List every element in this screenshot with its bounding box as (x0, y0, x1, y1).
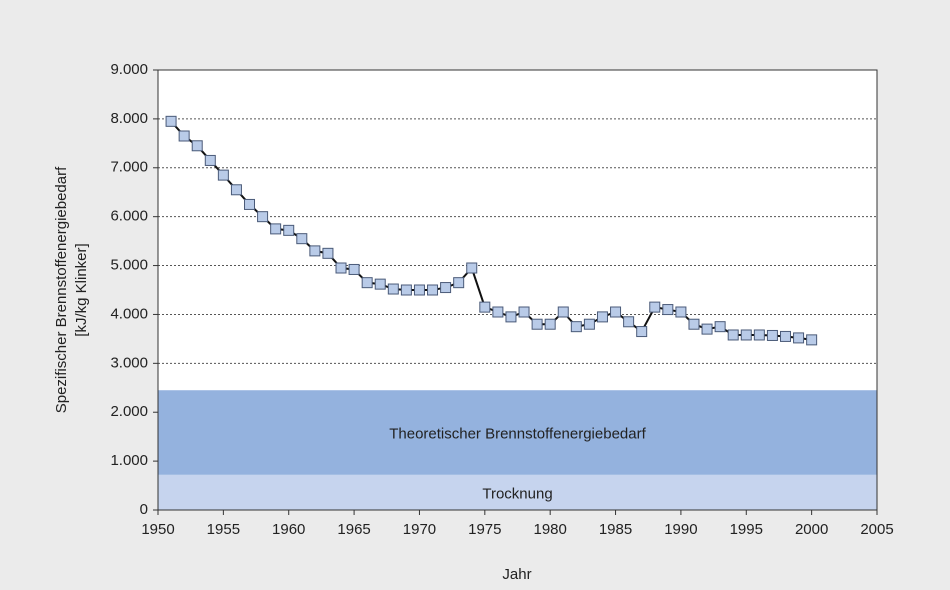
marker (322, 247, 334, 259)
plot-border (157, 69, 878, 511)
marker (348, 263, 360, 275)
marker (296, 233, 308, 245)
marker (191, 140, 203, 152)
y-tick-label: 9.000 (110, 61, 148, 78)
marker (806, 334, 818, 346)
y-tick-label: 5.000 (110, 257, 148, 274)
y-tick-label: 7.000 (110, 159, 148, 176)
marker (623, 316, 635, 328)
marker (387, 283, 399, 295)
marker (178, 130, 190, 142)
marker (688, 318, 700, 330)
marker (466, 262, 478, 274)
marker (544, 318, 556, 330)
marker (361, 277, 373, 289)
x-axis-label: Jahr (502, 566, 531, 583)
marker (335, 262, 347, 274)
marker (479, 301, 491, 313)
marker (766, 329, 778, 341)
marker (505, 311, 517, 323)
marker (675, 306, 687, 318)
marker (649, 301, 661, 313)
x-tick-label: 2000 (795, 521, 828, 538)
marker (230, 184, 242, 196)
band (158, 474, 877, 510)
marker (427, 284, 439, 296)
marker (701, 323, 713, 335)
x-tick-label: 1965 (337, 521, 370, 538)
y-axis-label: [kJ/kg Klinker] (73, 243, 90, 336)
x-tick-label: 1970 (403, 521, 436, 538)
marker (518, 306, 530, 318)
marker (204, 154, 216, 166)
marker (610, 306, 622, 318)
marker (753, 329, 765, 341)
marker (636, 326, 648, 338)
y-tick-label: 3.000 (110, 354, 148, 371)
y-tick-label: 1.000 (110, 452, 148, 469)
marker (413, 284, 425, 296)
marker (492, 306, 504, 318)
marker (662, 304, 674, 316)
y-tick-label: 2.000 (110, 403, 148, 420)
marker (453, 277, 465, 289)
marker (244, 198, 256, 210)
x-tick-label: 1990 (664, 521, 697, 538)
marker (531, 318, 543, 330)
marker (283, 224, 295, 236)
marker (557, 306, 569, 318)
marker (400, 284, 412, 296)
marker (583, 318, 595, 330)
marker (309, 245, 321, 257)
x-tick-label: 1980 (533, 521, 566, 538)
x-tick-label: 1985 (599, 521, 632, 538)
x-tick-label: 1955 (207, 521, 240, 538)
x-tick-label: 1975 (468, 521, 501, 538)
marker (257, 211, 269, 223)
marker (727, 329, 739, 341)
y-axis-label: Spezifischer Brennstoffenergiebedarf (53, 166, 70, 413)
marker (793, 332, 805, 344)
y-tick-label: 4.000 (110, 305, 148, 322)
band-label: Trocknung (482, 485, 552, 502)
marker (270, 223, 282, 235)
band (158, 390, 877, 475)
marker (217, 169, 229, 181)
marker (165, 115, 177, 127)
marker (740, 329, 752, 341)
x-tick-label: 2005 (860, 521, 893, 538)
marker (596, 311, 608, 323)
marker (570, 321, 582, 333)
y-tick-label: 8.000 (110, 110, 148, 127)
y-tick-label: 0 (140, 501, 148, 518)
band-label: Theoretischer Brennstoffenergiebedarf (389, 425, 646, 442)
x-tick-label: 1960 (272, 521, 305, 538)
marker (374, 278, 386, 290)
marker (779, 330, 791, 342)
x-tick-label: 1995 (730, 521, 763, 538)
y-tick-label: 6.000 (110, 208, 148, 225)
marker (440, 282, 452, 294)
marker (714, 321, 726, 333)
x-tick-label: 1950 (141, 521, 174, 538)
